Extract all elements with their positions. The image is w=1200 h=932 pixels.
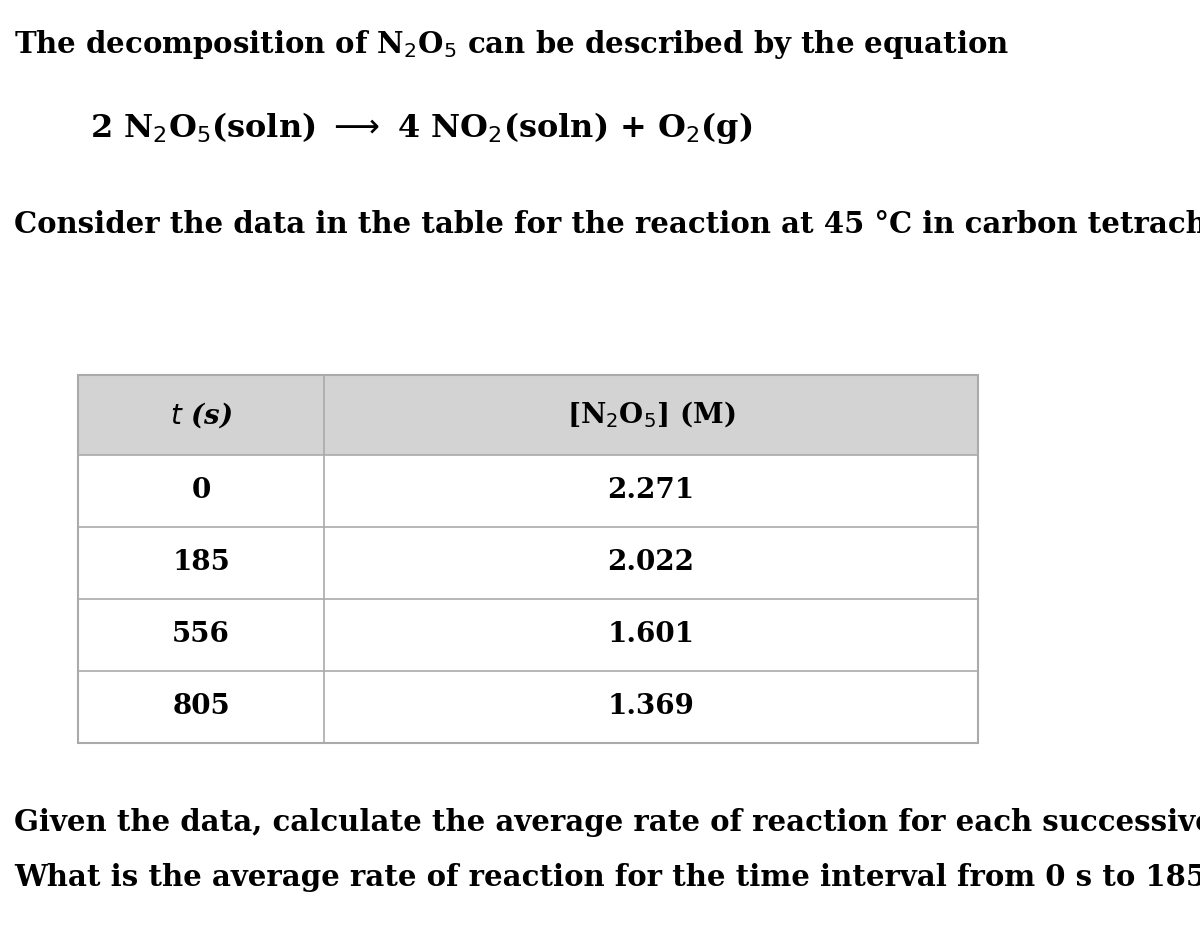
Text: 2.022: 2.022 [607,550,695,577]
Text: 185: 185 [172,550,230,577]
Text: 1.369: 1.369 [607,693,695,720]
Text: The decomposition of N$_2$O$_5$ can be described by the equation: The decomposition of N$_2$O$_5$ can be d… [14,28,1009,61]
Bar [78,455,978,527]
Text: 556: 556 [172,622,230,649]
Text: 2 N$_2$O$_5$(soln) $\longrightarrow$ 4 NO$_2$(soln) + O$_2$(g): 2 N$_2$O$_5$(soln) $\longrightarrow$ 4 N… [90,110,752,146]
Bar [78,527,978,599]
Text: 1.601: 1.601 [607,622,695,649]
Text: $t$ (s): $t$ (s) [169,400,233,430]
Text: What is the average rate of reaction for the time interval from 0 s to 185 s?: What is the average rate of reaction for… [14,863,1200,892]
Text: [N$_2$O$_5$] (M): [N$_2$O$_5$] (M) [566,400,736,431]
Bar [78,375,978,743]
Text: 0: 0 [191,477,211,504]
Text: 2.271: 2.271 [607,477,695,504]
Bar [78,599,978,671]
Text: 805: 805 [172,693,230,720]
Text: Consider the data in the table for the reaction at 45 °C in carbon tetrachloride: Consider the data in the table for the r… [14,210,1200,239]
Text: Given the data, calculate the average rate of reaction for each successive time : Given the data, calculate the average ra… [14,808,1200,837]
Bar [78,671,978,743]
Bar [78,375,978,455]
